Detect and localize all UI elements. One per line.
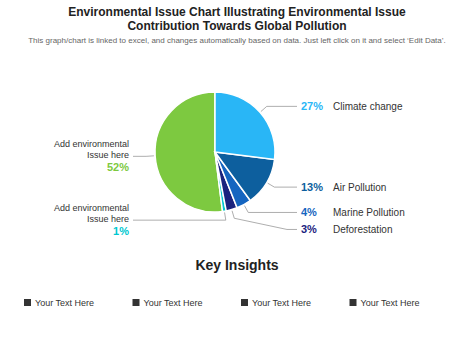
slice-label-line: Add environmental — [54, 139, 129, 149]
annotation-marker — [24, 299, 31, 306]
leader-line — [261, 106, 297, 111]
slice-label: Climate change — [333, 101, 403, 112]
annotation: Your Text Here — [35, 298, 94, 308]
pie — [155, 92, 275, 212]
leader-line — [133, 155, 154, 156]
annotation: Your Text Here — [252, 298, 311, 308]
slice-label: Marine Pollution — [333, 207, 405, 218]
title-line: Environmental Issue Chart Illustrating E… — [68, 5, 406, 19]
pie-slice — [215, 152, 275, 201]
labels: Add environmentalIssue here52%Add enviro… — [54, 100, 405, 237]
annotation-marker — [133, 299, 140, 306]
data-label: 27% — [301, 100, 323, 112]
slice-label-line: Climate change — [333, 101, 403, 112]
annotation-heading: Key Insights — [195, 257, 278, 273]
slice-label: Add environmentalIssue here — [54, 139, 129, 160]
slice-label: Deforestation — [333, 224, 392, 235]
chart: Environmental Issue Chart Illustrating E… — [0, 0, 474, 355]
slice-label-line: Issue here — [87, 150, 129, 160]
slice-label-line: Air Pollution — [333, 182, 386, 193]
leader-line — [232, 211, 297, 230]
slice-label-line: Add environmental — [54, 203, 129, 213]
data-label: 3% — [301, 223, 317, 235]
slice-label: Air Pollution — [333, 182, 386, 193]
annotation: Your Text Here — [144, 298, 203, 308]
data-label: 52% — [107, 161, 129, 173]
subtitle-line: This graph/chart is linked to excel, and… — [28, 36, 446, 45]
annotation-marker — [350, 299, 357, 306]
data-label: 4% — [301, 206, 317, 218]
data-label: 1% — [113, 225, 129, 237]
pie-slice — [215, 92, 275, 160]
title: Environmental Issue Chart Illustrating E… — [68, 5, 406, 33]
subtitle: This graph/chart is linked to excel, and… — [28, 36, 446, 45]
data-label: 13% — [301, 181, 323, 193]
annotation: Your Text Here — [361, 298, 420, 308]
leader-line — [133, 212, 226, 220]
leader-line — [244, 206, 297, 213]
slice-label-line: Marine Pollution — [333, 207, 405, 218]
title-line: Contribution Towards Global Pollution — [127, 19, 346, 33]
annotation-marker — [241, 299, 248, 306]
leader-line — [268, 183, 297, 187]
chart-container: Environmental Issue Chart Illustrating E… — [0, 0, 474, 355]
slice-label-line: Deforestation — [333, 224, 392, 235]
slice-label: Add environmentalIssue here — [54, 203, 129, 224]
slice-label-line: Issue here — [87, 214, 129, 224]
pie-slice — [155, 92, 223, 212]
